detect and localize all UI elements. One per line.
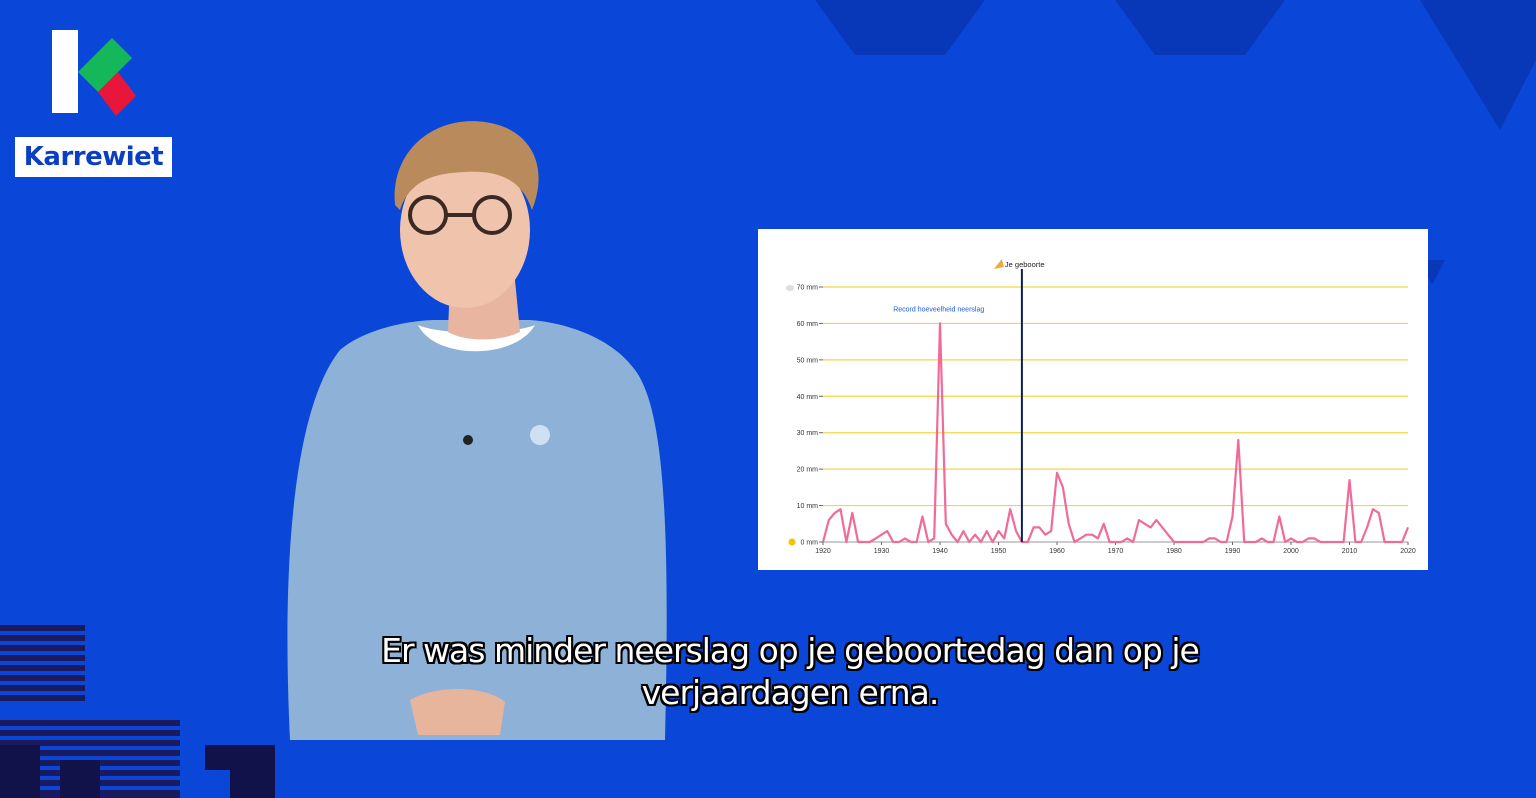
y-tick-label: 30 mm — [797, 430, 819, 437]
x-tick-label: 1980 — [1166, 548, 1182, 555]
y-tick-label: 70 mm — [797, 285, 819, 292]
x-tick-label: 1990 — [1225, 548, 1241, 555]
x-tick-label: 1970 — [1108, 548, 1124, 555]
precipitation-chart: 0 mm 10 mm 20 mm 30 mm 40 mm 50 mm 60 mm 70 mm 1… — [786, 259, 1416, 555]
subtitle-line-1: Er was minder neerslag op je geboortedag… — [381, 631, 1200, 670]
x-tick-label: 2020 — [1400, 548, 1416, 555]
x-tick-label: 1920 — [815, 548, 831, 555]
presenter-image — [287, 121, 667, 740]
series-line — [821, 322, 1410, 544]
x-tick-label: 2010 — [1342, 548, 1358, 555]
subtitle-line-2: verjaardagen erna. — [641, 673, 940, 712]
subtitle-text: Er was minder neerslag op je geboortedag… — [290, 630, 1290, 714]
chart-card: 0 mm 10 mm 20 mm 30 mm 40 mm 50 mm 60 mm 70 mm 1… — [758, 229, 1428, 570]
x-tick-label: 2000 — [1283, 548, 1299, 555]
y-tick-label: 60 mm — [797, 321, 819, 328]
brand-name: Karrewiet — [23, 142, 164, 172]
x-tick-label: 1960 — [1049, 548, 1065, 555]
k-logo-icon — [52, 30, 136, 116]
y-tick-label: 50 mm — [797, 357, 819, 364]
birth-marker-label: Je geboorte — [1005, 260, 1045, 269]
sun-icon — [788, 538, 796, 546]
karrewiet-logo — [0, 0, 190, 190]
y-tick-label: 40 mm — [797, 394, 819, 401]
party-popper-icon — [993, 259, 1004, 269]
cloud-icon — [786, 285, 794, 291]
y-tick-label: 0 mm — [801, 540, 819, 547]
x-tick-label: 1950 — [991, 548, 1007, 555]
x-tick-label: 1930 — [874, 548, 890, 555]
record-annotation: Record hoeveelheid neerslag — [893, 306, 984, 313]
y-tick-label: 20 mm — [797, 467, 819, 474]
x-tick-label: 1940 — [932, 548, 948, 555]
brand-label: Karrewiet — [15, 137, 172, 177]
y-tick-label: 10 mm — [797, 503, 819, 510]
